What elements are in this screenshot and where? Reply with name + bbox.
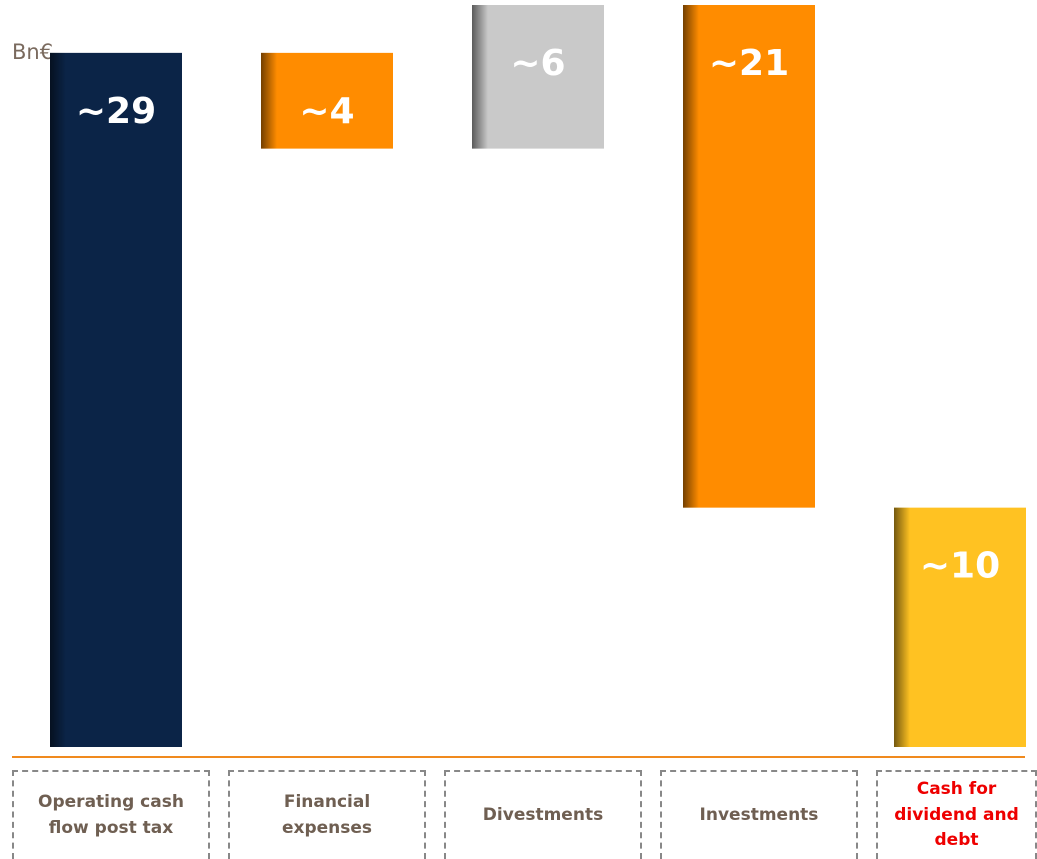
bar-shade [50, 52, 66, 747]
value-label: ~4 [299, 91, 354, 132]
value-label: ~29 [76, 91, 156, 132]
category-label: Investments [660, 770, 858, 859]
category-label: Financial expenses [228, 770, 426, 859]
value-label: ~6 [510, 43, 565, 84]
bar [683, 5, 815, 508]
category-label: Divestments [444, 770, 642, 859]
category-label: Cash for dividend and debt [876, 770, 1037, 859]
value-label: ~10 [920, 546, 1000, 587]
bar-shade [261, 52, 277, 149]
bar-shade [683, 5, 699, 508]
bar [261, 52, 393, 149]
bar [50, 52, 182, 747]
value-label: ~21 [709, 43, 789, 84]
category-label: Operating cash flow post tax [12, 770, 210, 859]
bar [894, 507, 1026, 747]
bar-shade [472, 5, 488, 149]
unit-label: Bn€ [12, 40, 54, 64]
bar [472, 5, 604, 149]
bar-shade [894, 507, 910, 747]
